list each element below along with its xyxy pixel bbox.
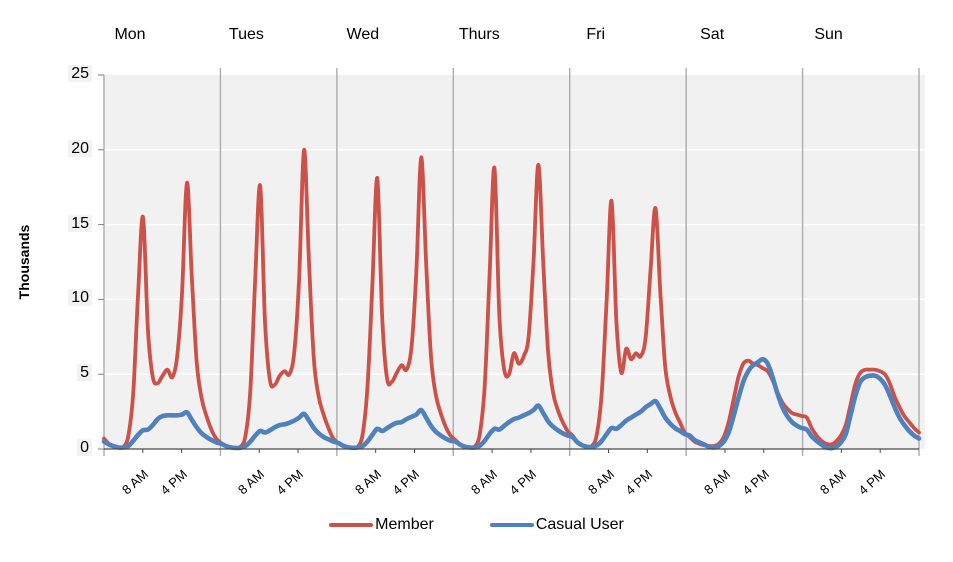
y-axis-tick-label: 15 xyxy=(38,214,92,233)
day-label: Sat xyxy=(700,26,725,43)
casual-user-line-swatch xyxy=(489,523,534,527)
day-label: Mon xyxy=(114,26,146,43)
legend-label-casual-user: Casual User xyxy=(535,516,624,533)
legend: Member Casual User xyxy=(0,512,953,538)
day-label: Tues xyxy=(228,26,264,43)
legend-label-member: Member xyxy=(375,516,434,533)
day-label: Fri xyxy=(586,26,606,43)
legend-item-member: Member xyxy=(329,516,434,534)
y-axis-tick-label: 5 xyxy=(38,364,92,382)
member-line-swatch xyxy=(329,523,374,527)
day-label: Wed xyxy=(346,26,380,43)
y-axis-tick-label: 25 xyxy=(38,65,92,83)
legend-item-casual-user: Casual User xyxy=(489,516,624,534)
day-label: Thurs xyxy=(458,26,500,43)
y-axis-tick-label: 10 xyxy=(38,289,92,307)
y-axis-tick-label: 0 xyxy=(38,439,92,457)
y-axis-tick-label: 20 xyxy=(38,139,92,158)
y-axis-title: Thousands xyxy=(16,224,32,300)
day-label: Sun xyxy=(814,26,843,43)
